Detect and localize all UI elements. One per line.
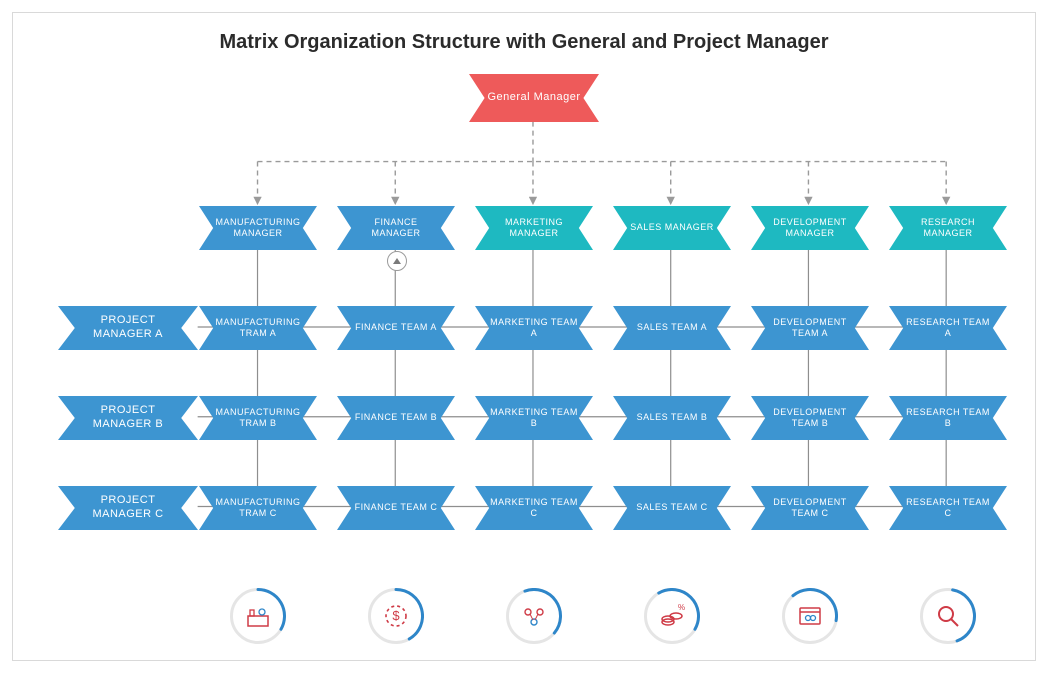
team-mfg-2: MANUFACTURING TRAM C — [199, 486, 317, 530]
collapse-toggle[interactable] — [387, 251, 407, 271]
team-sales-2: SALES TEAM C — [613, 486, 731, 530]
team-fin-2: FINANCE TEAM C — [337, 486, 455, 530]
window-icon — [782, 588, 838, 644]
team-res-1: RESEARCH TEAM B — [889, 396, 1007, 440]
pm-c: PROJECT MANAGER C — [58, 486, 198, 530]
coins-icon: % — [644, 588, 700, 644]
root-general-manager: General Manager — [469, 74, 599, 122]
team-mfg-0: MANUFACTURING TRAM A — [199, 306, 317, 350]
team-res-2: RESEARCH TEAM C — [889, 486, 1007, 530]
team-sales-0: SALES TEAM A — [613, 306, 731, 350]
chart-title: Matrix Organization Structure with Gener… — [13, 31, 1035, 54]
team-mfg-1: MANUFACTURING TRAM B — [199, 396, 317, 440]
team-sales-1: SALES TEAM B — [613, 396, 731, 440]
pm-b: PROJECT MANAGER B — [58, 396, 198, 440]
svg-text:$: $ — [392, 608, 400, 623]
team-mkt-2: MARKETING TEAM C — [475, 486, 593, 530]
social-icon — [506, 588, 562, 644]
search-icon — [920, 588, 976, 644]
diagram-frame: Matrix Organization Structure with Gener… — [12, 12, 1036, 661]
dept-mkt: MARKETING MANAGER — [475, 206, 593, 250]
team-mkt-1: MARKETING TEAM B — [475, 396, 593, 440]
dept-fin: FINANCE MANAGER — [337, 206, 455, 250]
pm-a: PROJECT MANAGER A — [58, 306, 198, 350]
team-dev-0: DEVELOPMENT TEAM A — [751, 306, 869, 350]
dollar-icon: $ — [368, 588, 424, 644]
team-fin-1: FINANCE TEAM B — [337, 396, 455, 440]
team-dev-2: DEVELOPMENT TEAM C — [751, 486, 869, 530]
team-mkt-0: MARKETING TEAM A — [475, 306, 593, 350]
dept-sales: SALES MANAGER — [613, 206, 731, 250]
team-res-0: RESEARCH TEAM A — [889, 306, 1007, 350]
factory-icon — [230, 588, 286, 644]
dept-mfg: MANUFACTURING MANAGER — [199, 206, 317, 250]
svg-text:%: % — [678, 603, 685, 612]
team-dev-1: DEVELOPMENT TEAM B — [751, 396, 869, 440]
team-fin-0: FINANCE TEAM A — [337, 306, 455, 350]
dept-res: RESEARCH MANAGER — [889, 206, 1007, 250]
dept-dev: DEVELOPMENT MANAGER — [751, 206, 869, 250]
